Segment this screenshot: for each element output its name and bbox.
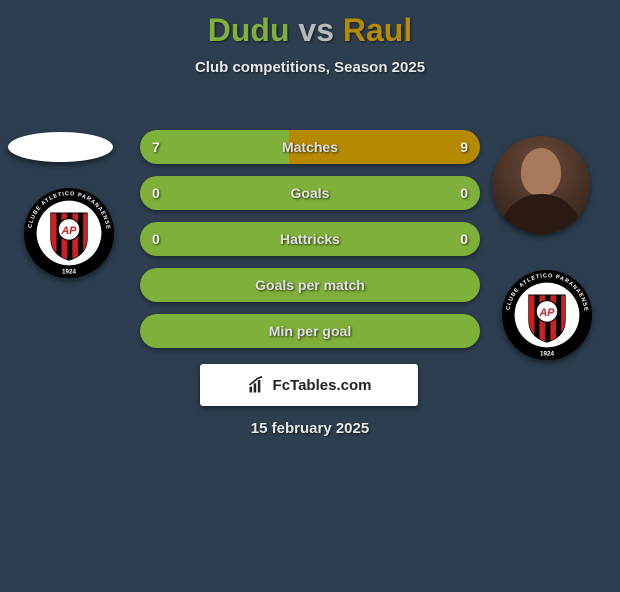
stat-value-left: 0 [152,176,160,210]
stat-value-left: 7 [152,130,160,164]
player1-avatar [8,132,113,162]
stat-label: Goals per match [140,268,480,302]
chart-icon [247,375,267,395]
player1-club-badge: CLUBE ATLETICO PARANAENSE 1924 AP [24,188,114,278]
stat-value-right: 9 [460,130,468,164]
stat-row: Min per goal [140,314,480,348]
stat-label: Goals [140,176,480,210]
stat-label: Hattricks [140,222,480,256]
brand-box: FcTables.com [200,364,418,406]
svg-text:AP: AP [61,225,78,237]
stat-row: Goals0 0 [140,176,480,210]
subtitle: Club competitions, Season 2025 [0,59,620,76]
stat-value-right: 0 [460,222,468,256]
svg-text:1924: 1924 [540,351,555,358]
stat-rows: Matches79Goals00Hattricks00Goals per mat… [140,130,480,360]
player2-avatar [492,136,590,234]
stat-row: Hattricks0 0 [140,222,480,256]
brand-text: FcTables.com [273,377,372,394]
player2-club-badge: CLUBE ATLETICO PARANAENSE 1924 AP [502,270,592,360]
svg-text:AP: AP [539,307,556,319]
player1-name: Dudu [208,12,290,48]
stat-label: Matches [140,130,480,164]
comparison-title: Dudu vs Raul [0,12,620,49]
stat-row: Goals per match [140,268,480,302]
svg-text:1924: 1924 [62,269,77,276]
date-text: 15 february 2025 [0,420,620,437]
stat-row: Matches7 9 [140,130,480,164]
player2-name: Raul [343,12,412,48]
title-vs: vs [298,12,334,48]
stat-label: Min per goal [140,314,480,348]
stat-value-right: 0 [460,176,468,210]
stat-value-left: 0 [152,222,160,256]
